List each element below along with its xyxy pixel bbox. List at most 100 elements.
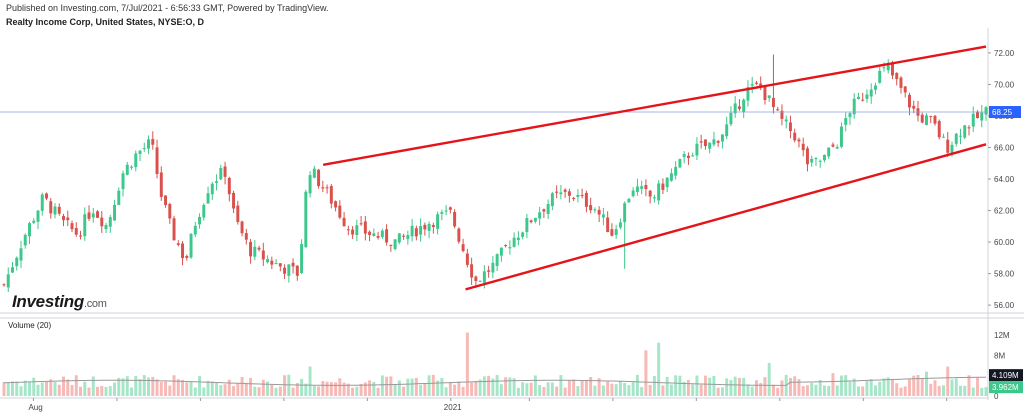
volume-bar	[780, 380, 784, 396]
volume-bar	[959, 385, 962, 396]
volume-bar	[984, 387, 988, 396]
candle	[278, 263, 282, 267]
candle	[257, 247, 261, 250]
candle	[491, 262, 495, 273]
candle	[729, 112, 733, 125]
volume-bar	[62, 376, 65, 396]
volume-bar	[610, 383, 614, 396]
candle	[959, 135, 962, 137]
volume-bar	[308, 366, 312, 396]
volume-bar	[274, 387, 278, 396]
candle	[716, 141, 720, 143]
volume-bar	[142, 375, 146, 396]
volume-bar	[835, 385, 839, 396]
volume-bar	[580, 380, 584, 396]
candle	[589, 205, 593, 211]
volume-bar	[865, 381, 869, 396]
volume-bar	[797, 379, 801, 396]
candle	[950, 144, 954, 155]
candle	[942, 136, 945, 138]
volume-bar	[576, 386, 580, 396]
volume-bar	[916, 374, 920, 396]
volume-bar	[96, 386, 100, 396]
volume-bar	[91, 376, 95, 396]
candle	[453, 211, 457, 227]
volume-bar	[266, 381, 270, 396]
volume-tick-label: 12M	[994, 331, 1010, 340]
volume-bar	[852, 378, 856, 396]
candle	[359, 223, 363, 225]
volume-bar	[130, 387, 134, 396]
volume-bar	[729, 380, 733, 396]
candle	[23, 234, 27, 246]
candle	[6, 274, 10, 288]
candle	[839, 126, 843, 147]
candle	[576, 194, 580, 198]
volume-bar	[572, 379, 576, 396]
volume-bar	[538, 385, 542, 396]
candle	[907, 94, 911, 108]
volume-bar	[2, 382, 6, 396]
candle	[606, 217, 610, 233]
volume-bar	[172, 375, 176, 396]
candle	[159, 172, 163, 197]
candle	[232, 192, 236, 209]
volume-bar	[193, 387, 197, 396]
candle	[185, 256, 189, 258]
candle	[172, 218, 176, 241]
candle	[457, 228, 461, 242]
candle	[665, 177, 669, 188]
candle	[223, 166, 227, 177]
candle	[253, 246, 257, 257]
candle	[168, 203, 172, 219]
volume-bar	[903, 386, 907, 396]
candle	[32, 220, 36, 223]
candle	[410, 225, 414, 237]
candle	[372, 233, 376, 236]
volume-bar	[240, 376, 244, 396]
candle	[414, 228, 418, 237]
volume-bar	[674, 375, 678, 396]
volume-bar	[950, 379, 954, 396]
volume-bar	[253, 386, 257, 396]
candle	[419, 225, 423, 235]
candle	[66, 217, 70, 221]
candle	[389, 244, 393, 246]
candle	[70, 223, 74, 230]
volume-bar	[70, 385, 74, 396]
volume-bar	[427, 375, 431, 396]
volume-bar	[138, 379, 142, 396]
volume-bar	[291, 387, 295, 396]
volume-bar	[946, 366, 950, 396]
volume-bar	[338, 378, 342, 396]
volume-bar	[712, 375, 716, 396]
candle	[181, 243, 185, 259]
volume-bar	[117, 377, 121, 396]
candle	[967, 127, 971, 129]
volume-bar	[907, 379, 911, 396]
volume-bar	[32, 377, 36, 396]
candle	[954, 133, 958, 144]
candle	[703, 139, 707, 147]
volume-bar	[45, 381, 48, 396]
instrument-title: Realty Income Corp, United States, NYSE:…	[6, 17, 205, 27]
volume-bar	[869, 379, 873, 396]
candle	[100, 217, 104, 227]
volume-bar	[402, 386, 406, 396]
candle	[971, 113, 975, 127]
candle	[976, 111, 979, 119]
candle	[644, 185, 648, 190]
volume-bar	[223, 384, 227, 396]
volume-bar	[461, 386, 465, 396]
volume-bar	[79, 386, 83, 396]
candle	[164, 195, 168, 205]
volume-bar	[976, 377, 979, 396]
volume-bar	[244, 382, 248, 396]
candle	[266, 259, 270, 263]
price-tick-label: 62.00	[994, 207, 1015, 216]
volume-bar	[108, 386, 112, 396]
volume-bar	[283, 375, 287, 396]
candle	[784, 119, 788, 122]
volume-bar	[555, 386, 559, 396]
